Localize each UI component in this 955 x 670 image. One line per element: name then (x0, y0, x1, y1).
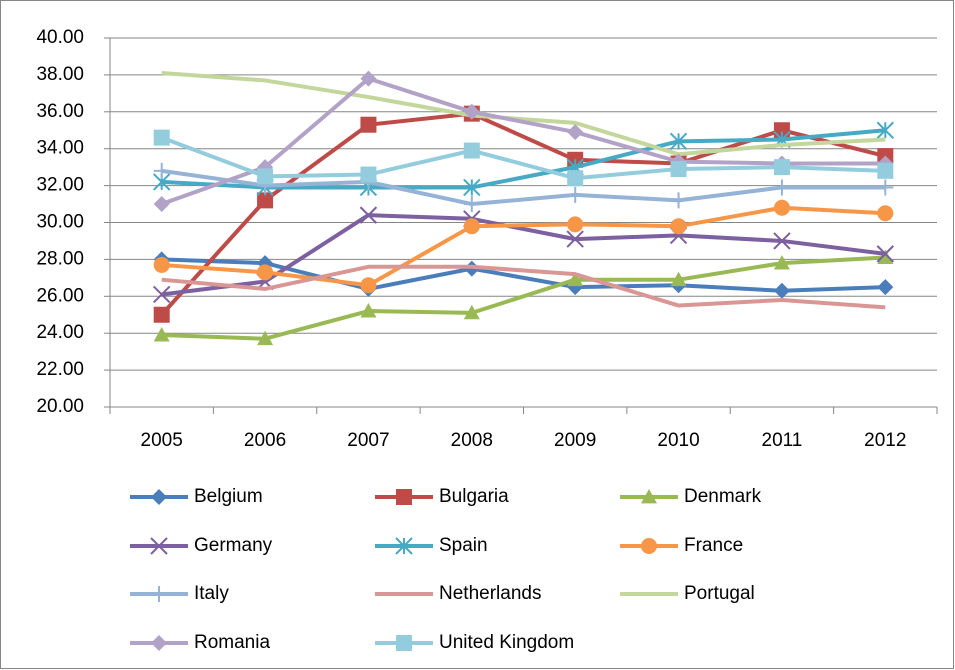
y-tick-label: 38.00 (36, 64, 84, 85)
point-marker (463, 103, 480, 120)
x-tick-label: 2008 (451, 430, 493, 451)
point-marker (463, 142, 480, 159)
point-marker (463, 218, 480, 235)
legend-label: United Kingdom (439, 632, 574, 653)
legend-marker (641, 538, 657, 554)
y-tick-label: 40.00 (36, 27, 84, 48)
x-tick-label: 2012 (864, 430, 906, 451)
y-tick-label: 22.00 (36, 359, 84, 380)
y-tick-label: 24.00 (36, 322, 84, 343)
point-marker (257, 330, 274, 346)
point-marker (669, 132, 688, 151)
x-tick-label: 2005 (141, 430, 183, 451)
legend-marker (151, 586, 167, 602)
legend-label: Denmark (684, 486, 762, 507)
point-marker (463, 196, 480, 213)
point-marker (257, 192, 274, 209)
point-marker (877, 162, 894, 179)
legend-label: Portugal (684, 583, 755, 604)
point-marker (153, 162, 170, 179)
point-marker (877, 249, 894, 264)
legend-label: Romania (194, 632, 270, 653)
point-marker (773, 232, 791, 250)
series-line (161, 71, 886, 157)
legend-marker (395, 537, 413, 555)
point-marker (877, 205, 894, 222)
series-line (161, 128, 886, 190)
series-line (161, 264, 886, 310)
point-marker (567, 186, 584, 203)
point-marker (360, 277, 377, 294)
legend-label: Belgium (194, 486, 263, 507)
series-line (161, 257, 886, 293)
point-marker (257, 264, 274, 281)
x-tick-label: 2006 (244, 430, 286, 451)
x-tick-label: 2009 (554, 430, 596, 451)
point-marker (463, 178, 481, 197)
point-marker (360, 303, 377, 318)
series-line (161, 168, 886, 207)
point-marker (773, 159, 790, 176)
point-marker (567, 124, 584, 141)
point-marker (877, 279, 894, 296)
point-marker (773, 255, 790, 270)
point-marker (360, 166, 377, 183)
point-marker (670, 271, 687, 287)
point-marker (670, 192, 687, 209)
point-marker (153, 196, 170, 213)
point-marker (153, 256, 170, 273)
legend-marker (396, 635, 412, 651)
y-tick-label: 32.00 (36, 175, 84, 196)
series-line (161, 213, 886, 297)
point-marker (153, 306, 170, 323)
point-marker (773, 199, 790, 216)
point-marker (360, 70, 377, 87)
legend-label: Bulgaria (439, 486, 509, 507)
series-line (161, 76, 886, 206)
point-marker (152, 285, 171, 304)
legend-label: Italy (194, 583, 229, 604)
point-marker (463, 304, 480, 320)
point-marker (257, 168, 274, 185)
point-marker (773, 179, 790, 196)
x-tick-label: 2007 (347, 430, 389, 451)
point-marker (876, 121, 895, 139)
point-marker (153, 129, 170, 146)
y-tick-label: 30.00 (36, 212, 84, 233)
point-marker (773, 282, 790, 299)
y-tick-label: 20.00 (36, 396, 84, 417)
legend-marker (151, 489, 167, 505)
series-line (161, 255, 886, 341)
legend-label: Netherlands (439, 583, 541, 604)
point-marker (153, 327, 170, 342)
point-marker (567, 170, 584, 187)
point-marker (877, 179, 894, 196)
point-marker (876, 245, 895, 263)
y-tick-label: 34.00 (36, 138, 84, 159)
legend-label: Germany (194, 535, 273, 556)
legend-marker (151, 635, 167, 651)
series-line (160, 135, 886, 181)
point-marker (567, 271, 584, 287)
x-tick-label: 2010 (657, 430, 699, 451)
legend-marker (150, 537, 168, 555)
point-marker (359, 206, 378, 224)
point-marker (567, 216, 584, 233)
x-tick-label: 2011 (762, 430, 803, 451)
point-marker (360, 116, 377, 133)
y-tick-label: 26.00 (36, 285, 84, 306)
y-tick-label: 28.00 (36, 248, 84, 269)
legend-marker (641, 489, 657, 504)
series-line (161, 205, 886, 288)
point-marker (566, 230, 584, 248)
legend-marker (396, 489, 412, 505)
point-marker (670, 218, 687, 235)
point-marker (670, 160, 687, 177)
y-tick-label: 36.00 (36, 101, 84, 122)
legend-label: Spain (439, 535, 488, 556)
legend-label: France (684, 535, 743, 556)
